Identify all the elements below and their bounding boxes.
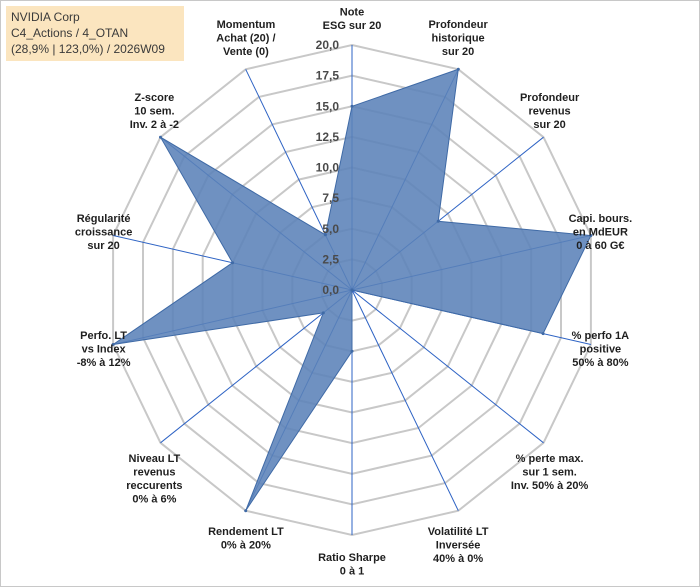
axis-label-line: % perte max. <box>516 453 584 465</box>
data-point-4 <box>541 332 545 336</box>
chart-title-company: NVIDIA Corp <box>11 10 80 24</box>
axis-label-line: Vente (0) <box>223 46 269 58</box>
axis-label-line: Niveau LT <box>129 453 181 465</box>
axis-label-line: 50% à 80% <box>572 357 628 369</box>
axis-label-line: vs Index <box>82 344 127 356</box>
axis-label-line: Régularité <box>77 213 131 225</box>
axis-label-line: Inv. 2 à -2 <box>130 119 179 131</box>
axis-label-5: % perte max. sur 1 sem. Inv. 50% à 20% <box>511 453 589 492</box>
axis-label-line: Note <box>340 7 364 19</box>
data-point-12 <box>159 135 162 139</box>
data-point-8 <box>244 509 248 513</box>
axis-label-line: sur 20 <box>442 46 474 58</box>
tick-label-6: 15,0 <box>316 99 340 113</box>
axis-label-line: Momentum <box>217 19 276 31</box>
tick-label-0: 0,0 <box>322 283 339 297</box>
axis-label-line: Capi. bours. <box>569 213 633 225</box>
data-point-0 <box>350 104 354 108</box>
data-point-11 <box>231 261 235 265</box>
axis-label-line: sur 20 <box>533 119 565 131</box>
data-point-2 <box>436 219 440 223</box>
axis-label-line: positive <box>580 344 622 356</box>
axis-label-3: Capi. bours. en MdEUR 0 à 60 G€ <box>569 213 633 252</box>
axis-label-line: reccurents <box>126 480 182 492</box>
axis-label-0: Note ESG sur 20 <box>323 7 382 33</box>
axis-label-9: Niveau LT revenus reccurents 0% à 6% <box>126 453 182 506</box>
data-point-7 <box>350 349 354 353</box>
axis-label-line: Achat (20) / <box>216 33 275 45</box>
tick-label-5: 12,5 <box>316 130 340 144</box>
tick-label-8: 20,0 <box>316 38 340 52</box>
axis-label-line: % perfo 1A <box>572 330 630 342</box>
chart-title-category: C4_Actions / 4_OTAN <box>11 26 129 40</box>
data-point-6 <box>350 288 354 292</box>
data-point-13 <box>323 233 327 237</box>
axis-label-line: 0 à 60 G€ <box>576 240 624 252</box>
axis-label-line: Rendement LT <box>208 526 284 538</box>
axis-label-line: revenus <box>133 467 175 479</box>
axis-label-line: Profondeur <box>428 19 488 31</box>
axis-label-line: Profondeur <box>520 92 580 104</box>
axis-label-8: Rendement LT 0% à 20% <box>208 526 284 552</box>
axis-label-line: sur 20 <box>87 240 119 252</box>
axis-label-line: Perfo. LT <box>80 330 127 342</box>
axis-label-line: 0% à 20% <box>221 540 271 552</box>
spoke-9 <box>160 289 353 444</box>
axis-label-line: -8% à 12% <box>77 357 131 369</box>
axis-label-line: Inv. 50% à 20% <box>511 480 589 492</box>
data-point-9 <box>321 311 325 315</box>
axis-label-line: 0 à 1 <box>340 566 364 578</box>
data-point-1 <box>456 67 460 71</box>
axis-label-line: croissance <box>75 227 132 239</box>
axis-label-line: Ratio Sharpe <box>318 552 386 564</box>
axis-label-line: Volatilité LT <box>428 526 489 538</box>
axis-label-2: Profondeur revenus sur 20 <box>520 92 580 131</box>
axis-label-line: en MdEUR <box>573 227 628 239</box>
tick-label-7: 17,5 <box>316 69 340 83</box>
axis-label-line: Inversée <box>436 540 481 552</box>
axis-label-1: Profondeur historique sur 20 <box>428 19 488 58</box>
axis-label-11: Régularité croissance sur 20 <box>75 213 132 252</box>
data-point-3 <box>589 234 593 237</box>
chart-title-box: NVIDIA Corp C4_Actions / 4_OTAN (28,9% |… <box>6 6 184 61</box>
data-point-10 <box>111 343 115 346</box>
chart-title-scores: (28,9% | 123,0%) / 2026W09 <box>11 42 165 56</box>
axis-label-7: Ratio Sharpe 0 à 1 <box>318 552 386 578</box>
tick-label-2: 5,0 <box>322 222 339 236</box>
axis-label-4: % perfo 1A positive 50% à 80% <box>572 330 630 369</box>
axis-label-12: Z-score 10 sem. Inv. 2 à -2 <box>130 92 179 131</box>
tick-label-1: 2,5 <box>322 252 339 266</box>
axis-label-line: ESG sur 20 <box>323 20 382 32</box>
axis-label-line: 40% à 0% <box>433 553 483 565</box>
axis-label-line: Z-score <box>135 92 175 104</box>
spoke-6 <box>351 289 459 511</box>
axis-label-line: sur 1 sem. <box>522 467 576 479</box>
spoke-5 <box>351 289 544 444</box>
axis-label-line: revenus <box>528 106 570 118</box>
axis-label-line: historique <box>432 33 485 45</box>
axis-label-6: Volatilité LT Inversée 40% à 0% <box>428 526 489 565</box>
tick-label-4: 10,0 <box>316 161 340 175</box>
tick-label-3: 7,5 <box>322 191 339 205</box>
axis-label-line: 10 sem. <box>134 106 174 118</box>
axis-label-10: Perfo. LT vs Index -8% à 12% <box>77 330 131 369</box>
axis-label-13: Momentum Achat (20) / Vente (0) <box>216 19 275 58</box>
axis-label-line: 0% à 6% <box>132 494 176 506</box>
